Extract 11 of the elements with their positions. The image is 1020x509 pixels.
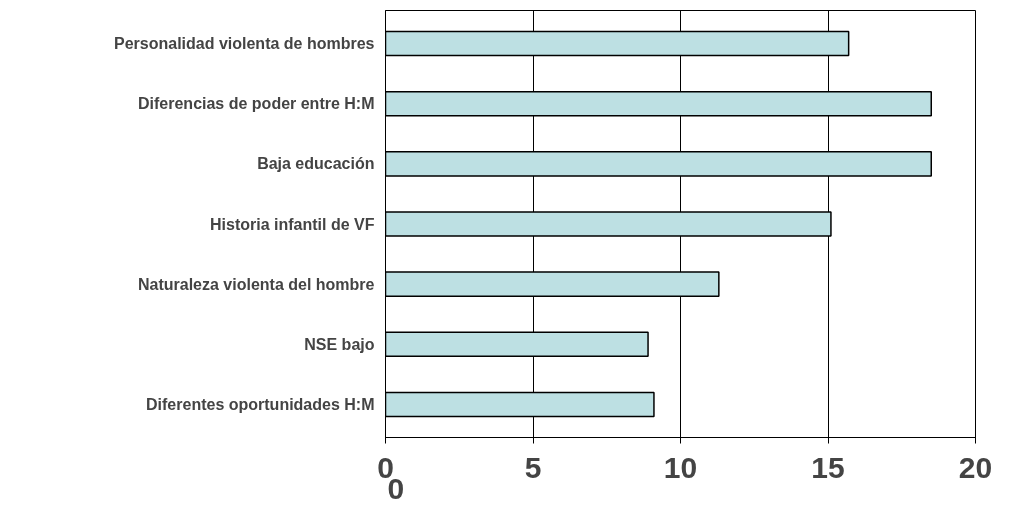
y-tick-label: Historia infantil de VF bbox=[210, 215, 375, 233]
y-tick-label: Naturaleza violenta del hombre bbox=[137, 275, 375, 293]
x-tick-label: 5 bbox=[524, 450, 542, 484]
y-tick-label: Baja educación bbox=[257, 155, 375, 173]
y-tick-label: Diferencias de poder entre H:M bbox=[138, 95, 375, 113]
y-tick-label: Personalidad violenta de hombres bbox=[113, 35, 375, 53]
y-tick-label: NSE bajo bbox=[304, 335, 375, 353]
x-tick-label: 10 bbox=[663, 450, 698, 484]
y-tick-label: Diferentes oportunidades H:M bbox=[146, 395, 375, 413]
x-tick-label: 15 bbox=[811, 450, 845, 484]
x-tick-label: 20 bbox=[958, 450, 993, 484]
